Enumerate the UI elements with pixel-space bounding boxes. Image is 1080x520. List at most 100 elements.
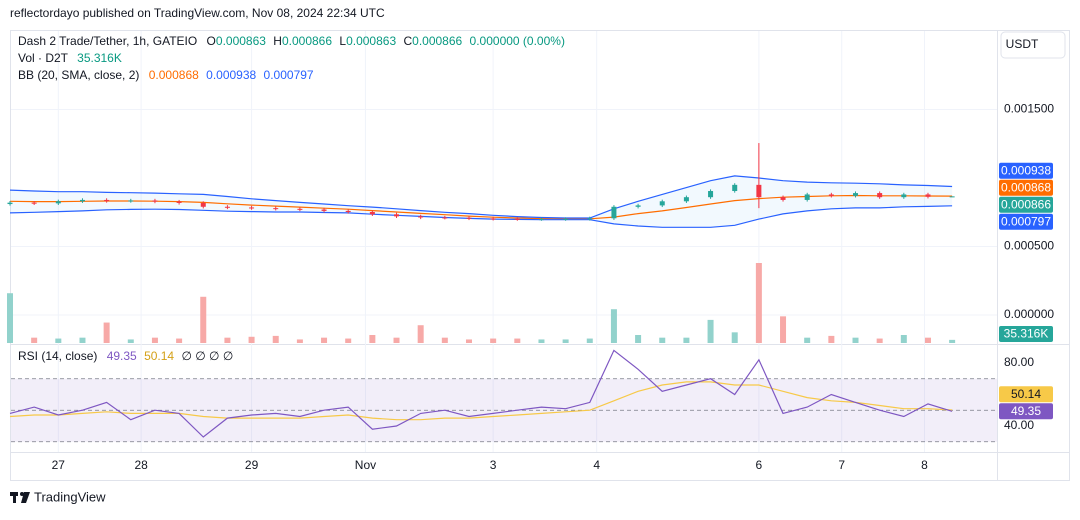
candle-body xyxy=(683,197,689,202)
candle-body xyxy=(418,216,424,218)
bb-basis-tag: 0.000868 xyxy=(1001,180,1051,194)
volume-bar xyxy=(731,332,738,343)
volume-bar xyxy=(465,339,472,343)
logo-shape xyxy=(21,492,30,503)
currency-button[interactable] xyxy=(1000,31,1066,59)
candle-body xyxy=(394,214,400,217)
candle-body xyxy=(369,211,375,215)
volume-bar xyxy=(31,337,38,343)
candle-body xyxy=(200,202,206,207)
volume-bar xyxy=(755,263,762,343)
last-price-tag: 0.000866 xyxy=(1001,197,1051,211)
candle-body xyxy=(828,194,834,196)
volume-bar xyxy=(248,336,255,343)
volume-bar xyxy=(393,337,400,343)
volume-tag-bg xyxy=(999,326,1053,342)
volume-bar xyxy=(345,338,352,343)
ohlc-value: 0.000863 xyxy=(346,34,396,48)
change-value: 0.000000 (0.00%) xyxy=(470,34,565,48)
candle-body xyxy=(587,218,593,220)
volume-bar xyxy=(7,293,13,343)
volume-bar xyxy=(828,335,835,343)
ohlc-value: 0.000863 xyxy=(216,34,266,48)
volume-bar xyxy=(610,309,617,343)
rsi-name: RSI (14, close) xyxy=(18,349,97,363)
bb-fill xyxy=(10,175,953,228)
candle-body xyxy=(442,217,448,219)
symbol-legend: Dash 2 Trade/Tether, 1h, GATEIO O0.00086… xyxy=(18,34,565,48)
bb-line xyxy=(9,205,953,228)
volume-bar xyxy=(296,339,303,343)
candle-body xyxy=(152,200,158,202)
volume-bar xyxy=(272,335,279,343)
candle-body xyxy=(55,201,61,204)
candle-body xyxy=(563,218,569,220)
bb-name: BB (20, SMA, close, 2) xyxy=(18,68,139,82)
publish-header: reflectordayo published on TradingView.c… xyxy=(10,6,385,20)
ohlc-letter: L xyxy=(339,34,346,48)
x-tick-label: 8 xyxy=(921,458,928,472)
ohlc-letter: H xyxy=(273,34,282,48)
bb-lower-value: 0.000797 xyxy=(264,68,314,82)
y-tick-label: 0.000000 xyxy=(1004,307,1054,321)
x-tick-label: 27 xyxy=(52,458,66,472)
bb-upper-tag-bg xyxy=(999,162,1053,179)
chart-frame xyxy=(10,30,1070,481)
bb-lower-tag: 0.000797 xyxy=(1001,214,1051,228)
volume-bar xyxy=(538,339,545,343)
volume-bar xyxy=(659,337,666,343)
ohlc-value: 0.000866 xyxy=(412,34,462,48)
volume-tag: 35.316K xyxy=(1004,327,1049,341)
rsi-na: ∅ ∅ ∅ ∅ xyxy=(181,349,233,363)
footer-brand: TradingView xyxy=(34,489,106,504)
volume-bar xyxy=(780,316,787,343)
volume-bar xyxy=(369,335,376,343)
rsi-tick-label: 40.00 xyxy=(1004,418,1034,432)
candle-body xyxy=(611,206,617,219)
bb-upper-value: 0.000938 xyxy=(206,68,256,82)
tradingview-logo xyxy=(10,492,30,503)
volume-bar xyxy=(804,337,811,343)
logo-shape xyxy=(13,492,16,503)
candle-body xyxy=(804,194,810,200)
volume-bar xyxy=(441,337,448,343)
ohlc-letter: C xyxy=(403,34,412,48)
rsi-tag: 49.35 xyxy=(1011,404,1041,418)
rsi-line xyxy=(9,349,953,438)
volume-bar xyxy=(514,338,521,343)
candle-body xyxy=(901,194,907,198)
y-tick-label: 0.001500 xyxy=(1004,102,1054,116)
candle-body xyxy=(345,210,351,212)
x-tick-label: 6 xyxy=(756,458,763,472)
ohlc-value: 0.000866 xyxy=(282,34,332,48)
bb-lower-tag-bg xyxy=(999,213,1053,230)
volume-bar xyxy=(224,337,231,343)
volume-bar xyxy=(79,337,86,343)
rsi-value: 49.35 xyxy=(107,349,137,363)
candle-body xyxy=(949,196,955,198)
rsi-tick-label: 80.00 xyxy=(1004,355,1034,369)
candle-body xyxy=(224,206,230,208)
volume-bar xyxy=(490,338,497,343)
volume-bar xyxy=(200,296,207,343)
volume-bar xyxy=(876,338,883,343)
candle-body xyxy=(853,193,859,196)
candle-body xyxy=(273,208,279,210)
bb-legend: BB (20, SMA, close, 2) 0.000868 0.000938… xyxy=(18,68,314,82)
volume-bar xyxy=(949,339,956,343)
y-tick-label: 0.000500 xyxy=(1004,239,1054,253)
candle-body xyxy=(321,209,327,211)
symbol-title: Dash 2 Trade/Tether, 1h, GATEIO xyxy=(18,34,197,48)
rsi-ma-tag-bg xyxy=(999,386,1053,403)
volume-bar xyxy=(321,337,328,343)
candle-body xyxy=(514,218,520,220)
rsi-ma-value: 50.14 xyxy=(144,349,174,363)
candle-body xyxy=(925,194,931,197)
candle-body xyxy=(249,207,255,209)
volume-bar xyxy=(127,339,134,343)
volume-legend: Vol · D2T 35.316K xyxy=(18,51,122,65)
volume-bar xyxy=(562,339,569,343)
rsi-ma-line xyxy=(9,381,953,421)
